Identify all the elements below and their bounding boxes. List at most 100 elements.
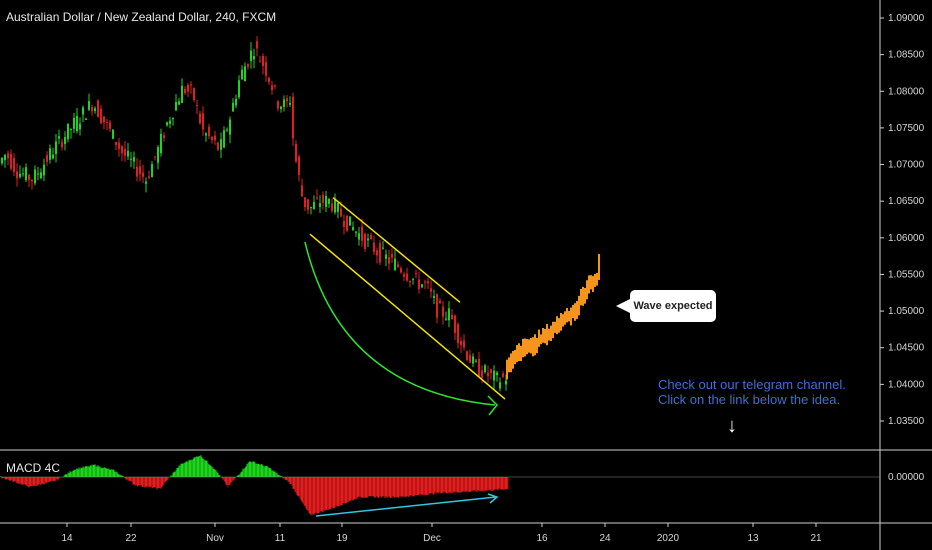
candle-body <box>49 148 51 160</box>
candle-body <box>316 197 318 199</box>
candle-body <box>256 41 258 49</box>
candle-body <box>187 84 189 92</box>
candle-body <box>283 99 285 107</box>
candle-body <box>313 202 315 210</box>
candle-body <box>40 172 42 179</box>
candle-body <box>244 66 246 82</box>
y-tick-label: 1.05500 <box>888 269 925 280</box>
candle-body <box>145 181 147 184</box>
candle-body <box>262 56 264 67</box>
candle-body <box>499 382 501 389</box>
x-tick-label: 21 <box>810 533 822 544</box>
candle-body <box>259 61 261 63</box>
telegram-note: Check out our telegram channel. Click on… <box>658 377 846 407</box>
candle-body <box>301 185 303 197</box>
candle-body <box>406 273 408 281</box>
y-tick-label: 1.04000 <box>888 379 925 390</box>
candle-body <box>424 281 426 283</box>
candle-body <box>175 102 177 111</box>
y-tick-label: 1.04500 <box>888 343 925 354</box>
candle-body <box>118 142 120 149</box>
x-tick-label: 24 <box>599 533 611 544</box>
x-tick-label: 13 <box>747 533 759 544</box>
candle-body <box>493 370 495 381</box>
candle-body <box>358 233 360 240</box>
candle-body <box>232 102 234 112</box>
candle-body <box>163 135 165 138</box>
candle-body <box>343 221 345 227</box>
candle-body <box>340 208 342 217</box>
candle-body <box>55 141 57 154</box>
channel-lower-line <box>309 233 506 400</box>
candle-body <box>442 306 444 317</box>
candle-body <box>250 50 252 62</box>
candle-body <box>388 256 390 264</box>
candle-body <box>379 243 381 263</box>
candle-body <box>10 153 12 169</box>
candle-body <box>61 141 63 148</box>
macd-y-tick-label: 0.00000 <box>888 472 925 483</box>
candle-body <box>265 62 267 76</box>
candle-body <box>199 113 201 124</box>
x-tick-label: 2020 <box>657 533 680 544</box>
candle-body <box>112 129 114 139</box>
candle-body <box>370 234 372 239</box>
y-tick-label: 1.03500 <box>888 416 925 427</box>
candle-body <box>451 314 453 320</box>
candle-body <box>481 370 483 378</box>
candle-body <box>307 199 309 210</box>
candle-body <box>496 372 498 376</box>
candle-body <box>106 121 108 123</box>
candle-body <box>70 129 72 131</box>
y-tick-label: 1.07500 <box>888 123 925 134</box>
candle-body <box>169 120 171 124</box>
candle-body <box>376 250 378 256</box>
candle-body <box>64 137 66 144</box>
candle-body <box>334 198 336 213</box>
candle-body <box>37 173 39 175</box>
candle-body <box>229 119 231 135</box>
candle-body <box>76 115 78 132</box>
candle-body <box>247 64 249 67</box>
x-tick-label: 19 <box>336 533 348 544</box>
divergence-arrowhead <box>487 493 499 504</box>
candle-body <box>502 373 504 377</box>
candle-body <box>295 143 297 162</box>
candle-body <box>505 380 507 385</box>
chart-title: Australian Dollar / New Zealand Dollar, … <box>6 10 277 24</box>
candle-body <box>391 254 393 258</box>
note-line-2: Click on the link below the idea. <box>658 392 841 407</box>
down-arrow-icon: ↓ <box>727 415 737 437</box>
candle-body <box>385 254 387 259</box>
candle-body <box>172 117 174 120</box>
candle-body <box>346 215 348 231</box>
x-tick-label: 16 <box>536 533 548 544</box>
candle-body <box>274 85 276 87</box>
candle-body <box>46 155 48 162</box>
candle-body <box>133 157 135 162</box>
candle-body <box>193 88 195 101</box>
candle-body <box>355 231 357 233</box>
candle-body <box>349 216 351 226</box>
candle-body <box>94 108 96 112</box>
candle-body <box>67 123 69 140</box>
candle-body <box>328 198 330 204</box>
candle-body <box>16 171 18 179</box>
x-tick-label: 11 <box>275 533 286 544</box>
candle-body <box>319 203 321 207</box>
candle-body <box>286 98 288 102</box>
candle-body <box>460 340 462 345</box>
candle-body <box>397 264 399 267</box>
curve-arrowhead <box>487 395 499 416</box>
candle-body <box>448 308 450 321</box>
candle-body <box>151 164 153 178</box>
candle-body <box>463 340 465 348</box>
channel-upper-line <box>332 196 461 303</box>
candle-body <box>373 242 375 252</box>
candle-body <box>439 300 441 304</box>
x-tick-label: 22 <box>125 533 137 544</box>
candle-body <box>472 356 474 364</box>
candle-body <box>79 123 81 130</box>
candle-body <box>1 157 3 164</box>
